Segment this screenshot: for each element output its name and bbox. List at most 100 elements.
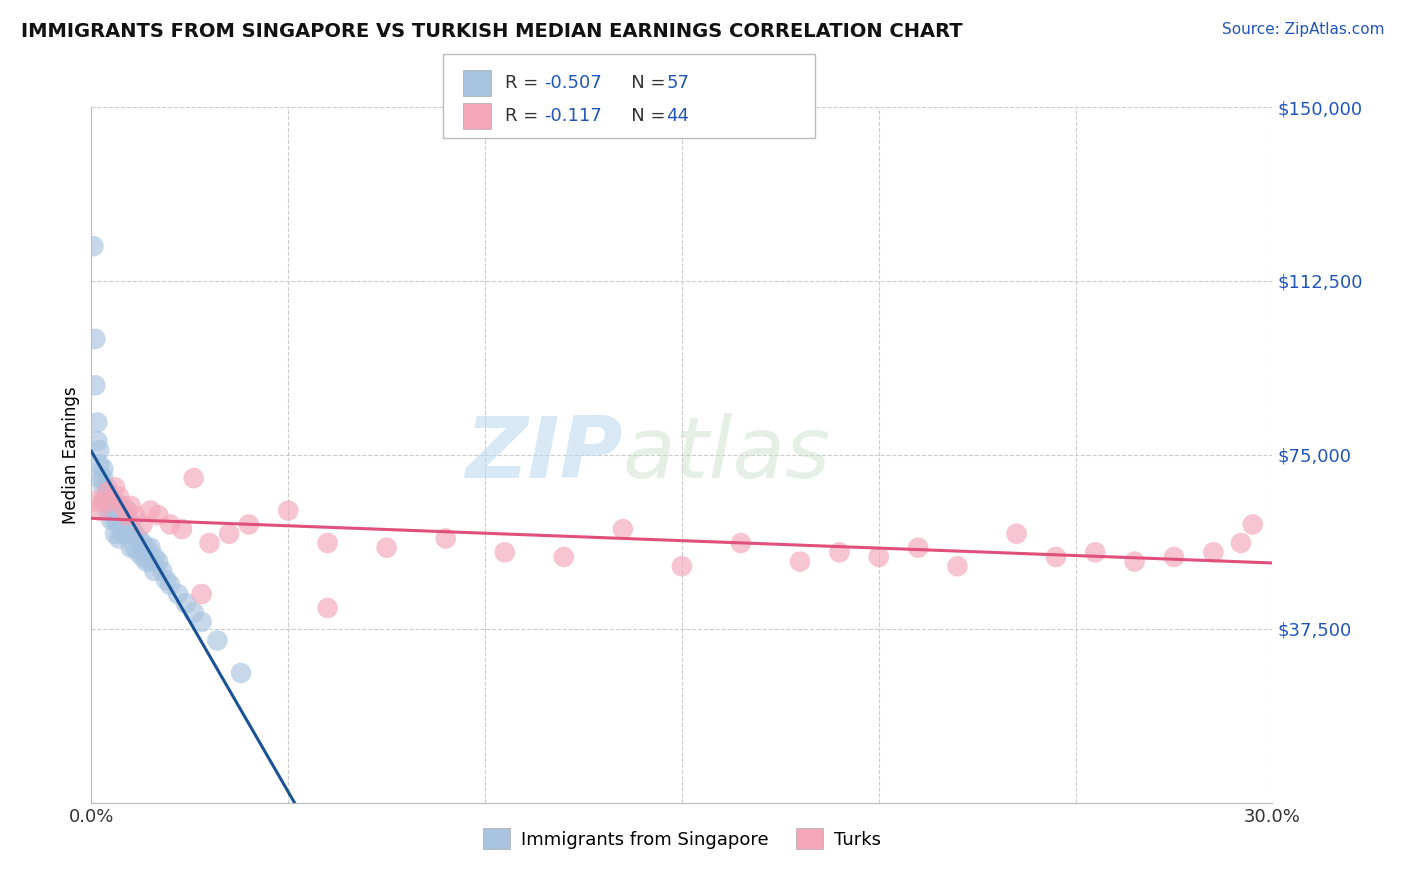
Point <box>316 601 339 615</box>
Point <box>96 485 118 500</box>
Point <box>1123 555 1146 569</box>
Point <box>170 522 193 536</box>
Point <box>120 541 142 555</box>
Point <box>115 508 138 523</box>
Text: 57: 57 <box>666 74 689 92</box>
Point <box>111 508 134 523</box>
Point <box>131 549 153 564</box>
Y-axis label: Median Earnings: Median Earnings <box>62 386 80 524</box>
Point <box>115 503 138 517</box>
Point <box>139 555 162 569</box>
Point <box>143 564 166 578</box>
Point <box>108 517 131 532</box>
Point <box>131 517 153 532</box>
Point <box>131 536 153 550</box>
Point <box>108 532 131 546</box>
Point <box>96 490 118 504</box>
Point <box>190 615 212 629</box>
Point <box>1005 526 1028 541</box>
Point <box>91 480 114 494</box>
Point <box>108 508 131 523</box>
Point <box>868 549 890 564</box>
Text: IMMIGRANTS FROM SINGAPORE VS TURKISH MEDIAN EARNINGS CORRELATION CHART: IMMIGRANTS FROM SINGAPORE VS TURKISH MED… <box>21 22 963 41</box>
Point <box>494 545 516 559</box>
Point <box>115 513 138 527</box>
Point <box>124 508 146 523</box>
Point <box>946 559 969 574</box>
Point <box>190 587 212 601</box>
Point <box>1084 545 1107 559</box>
Point <box>104 480 127 494</box>
Point <box>86 416 108 430</box>
Text: N =: N = <box>614 107 672 125</box>
Point <box>135 555 157 569</box>
Point <box>120 499 142 513</box>
Point <box>120 517 142 532</box>
Point <box>111 499 134 513</box>
Point <box>100 513 122 527</box>
Point <box>108 499 131 513</box>
Point <box>89 457 111 471</box>
Point <box>148 508 170 523</box>
Point <box>89 443 111 458</box>
Point <box>730 536 752 550</box>
Point <box>104 526 127 541</box>
Point <box>91 494 114 508</box>
Point <box>82 239 104 253</box>
Point <box>143 549 166 564</box>
Point <box>111 526 134 541</box>
Text: 44: 44 <box>666 107 689 125</box>
Point <box>553 549 575 564</box>
Text: atlas: atlas <box>623 413 831 497</box>
Point <box>100 503 122 517</box>
Point <box>159 517 181 532</box>
Point <box>100 494 122 508</box>
Point <box>1163 549 1185 564</box>
Point <box>434 532 457 546</box>
Point <box>375 541 398 555</box>
Point <box>84 494 107 508</box>
Point <box>183 471 205 485</box>
Point <box>789 555 811 569</box>
Point <box>316 536 339 550</box>
Point <box>277 503 299 517</box>
Point <box>198 536 221 550</box>
Point <box>907 541 929 555</box>
Point <box>124 541 146 555</box>
Point <box>1045 549 1067 564</box>
Text: R =: R = <box>505 107 544 125</box>
Point <box>174 596 197 610</box>
Point <box>150 564 173 578</box>
Point <box>1230 536 1253 550</box>
Point <box>238 517 260 532</box>
Point <box>96 503 118 517</box>
Text: -0.117: -0.117 <box>544 107 602 125</box>
Point <box>128 545 150 559</box>
Point <box>148 555 170 569</box>
Point <box>135 541 157 555</box>
Point <box>139 541 162 555</box>
Point <box>207 633 229 648</box>
Point <box>1202 545 1225 559</box>
Point <box>128 532 150 546</box>
Point <box>124 526 146 541</box>
Text: N =: N = <box>614 74 672 92</box>
Point <box>828 545 851 559</box>
Point <box>120 526 142 541</box>
Point <box>86 434 108 448</box>
Point <box>89 503 111 517</box>
Point <box>229 665 252 680</box>
Point <box>104 494 127 508</box>
Point <box>91 471 114 485</box>
Point <box>91 494 114 508</box>
Point <box>100 494 122 508</box>
Legend: Immigrants from Singapore, Turks: Immigrants from Singapore, Turks <box>475 822 889 856</box>
Point <box>159 578 181 592</box>
Text: Source: ZipAtlas.com: Source: ZipAtlas.com <box>1222 22 1385 37</box>
Point <box>111 517 134 532</box>
Point <box>108 490 131 504</box>
Point <box>104 513 127 527</box>
Text: R =: R = <box>505 74 544 92</box>
Point <box>115 526 138 541</box>
Point <box>183 606 205 620</box>
